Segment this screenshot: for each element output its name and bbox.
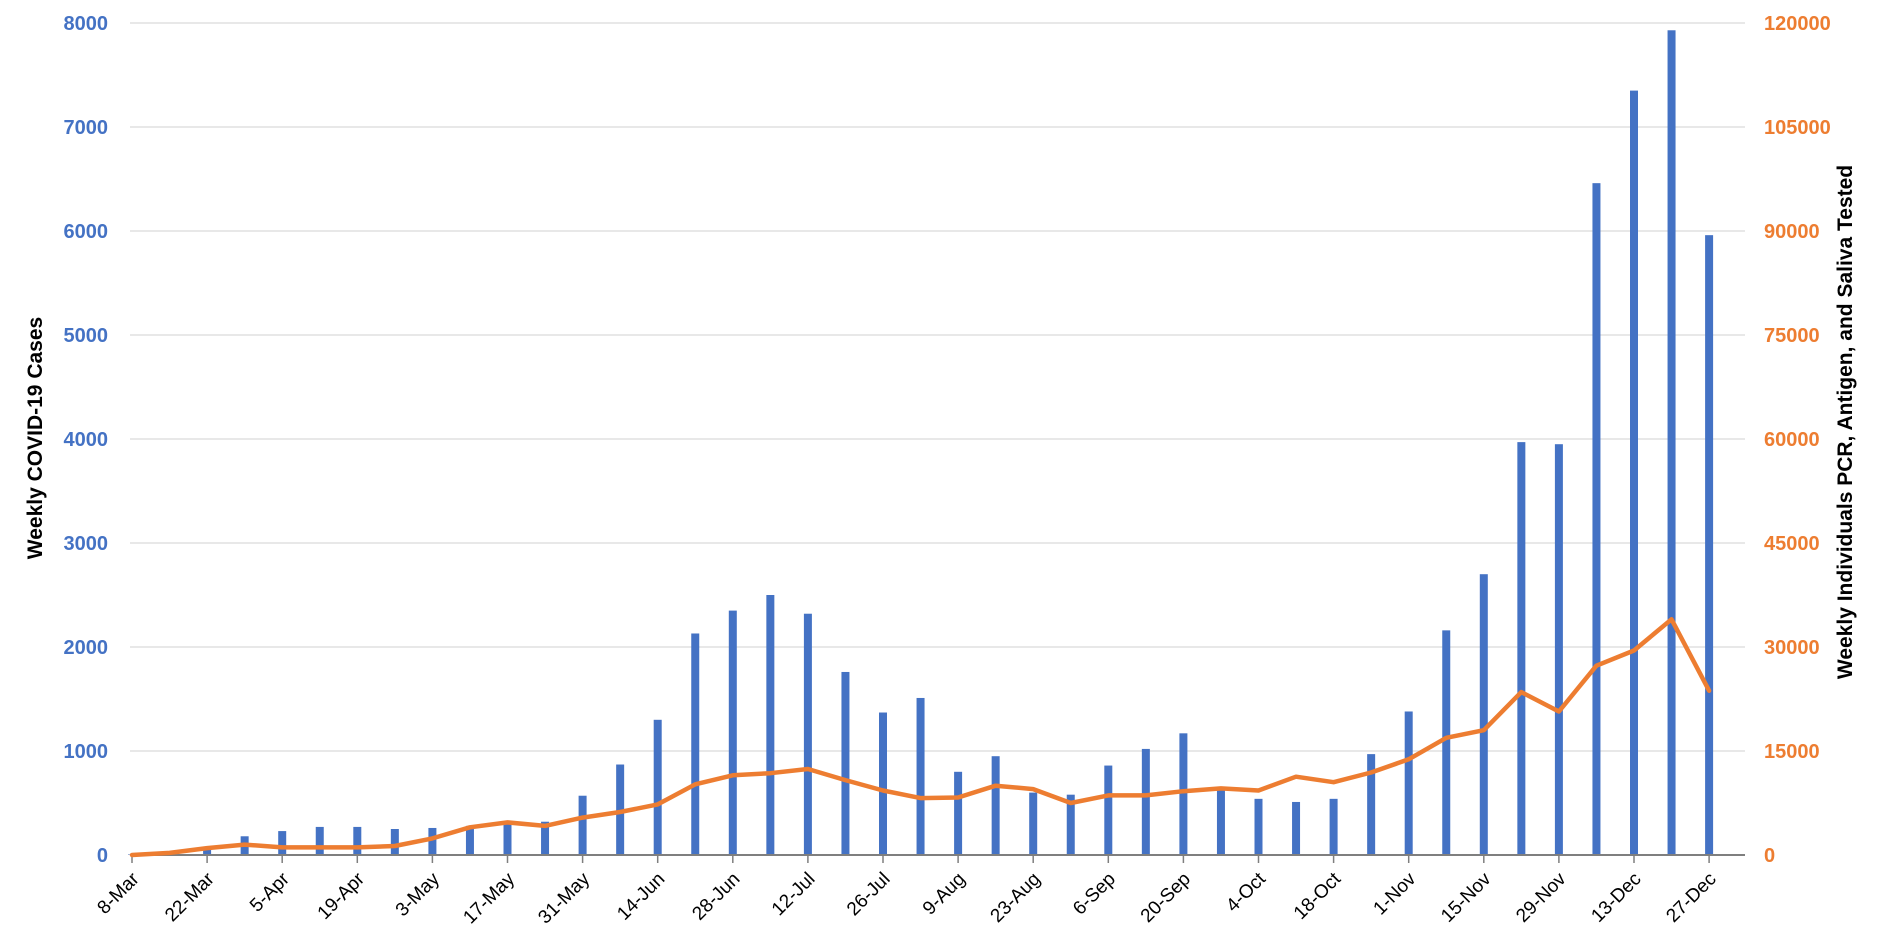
bar bbox=[353, 826, 362, 855]
bar bbox=[691, 633, 700, 855]
left-tick-label: 6000 bbox=[64, 221, 109, 243]
bar bbox=[503, 823, 512, 855]
left-axis-title: Weekly COVID-19 Cases bbox=[24, 317, 47, 559]
x-tick-label: 31-May bbox=[534, 868, 594, 928]
x-tick-label: 9-Aug bbox=[919, 869, 970, 920]
x-tick-label: 27-Dec bbox=[1662, 869, 1720, 927]
right-tick-label: 75000 bbox=[1764, 325, 1820, 347]
bar bbox=[879, 712, 887, 855]
right-tick-label: 60000 bbox=[1764, 429, 1820, 451]
bar bbox=[541, 821, 550, 855]
gridlines bbox=[130, 22, 1745, 752]
bar bbox=[428, 827, 437, 855]
right-tick-label: 45000 bbox=[1764, 533, 1820, 555]
left-tick-label: 2000 bbox=[64, 637, 109, 659]
bar bbox=[1705, 235, 1714, 855]
bar bbox=[1630, 90, 1638, 856]
bar bbox=[728, 610, 737, 855]
left-tick-label: 0 bbox=[97, 845, 108, 867]
x-axis-ticks: 8-Mar 22-Mar 5-Apr 19-Apr 3-May 17-May 31-May 1… bbox=[94, 868, 1721, 928]
left-axis-ticks: 0 1000 2000 3000 4000 5000 6000 7000 8000 bbox=[64, 13, 109, 867]
bar bbox=[1066, 794, 1075, 855]
bar bbox=[203, 847, 212, 855]
bar bbox=[991, 756, 1000, 855]
line-series bbox=[129, 617, 1712, 858]
bar bbox=[1329, 798, 1338, 855]
bar bbox=[278, 831, 287, 855]
right-tick-label: 90000 bbox=[1764, 221, 1820, 243]
bar bbox=[954, 771, 963, 855]
bar bbox=[578, 795, 587, 855]
bar bbox=[916, 697, 925, 855]
x-tick-label: 29-Nov bbox=[1512, 868, 1571, 927]
bar bbox=[1442, 630, 1451, 855]
bar bbox=[841, 671, 850, 855]
bar bbox=[465, 825, 474, 855]
bar bbox=[653, 719, 662, 855]
x-tick-label: 12-Jul bbox=[768, 869, 819, 920]
x-tick-label: 4-Oct bbox=[1222, 868, 1270, 916]
bar bbox=[1479, 574, 1488, 855]
left-tick-label: 1000 bbox=[64, 741, 109, 763]
bar bbox=[1104, 765, 1113, 855]
right-tick-label: 105000 bbox=[1764, 117, 1831, 139]
axes bbox=[130, 854, 1745, 863]
bar bbox=[766, 595, 775, 855]
left-tick-label: 3000 bbox=[64, 533, 109, 555]
bar bbox=[1667, 30, 1676, 855]
right-tick-label: 15000 bbox=[1764, 741, 1820, 763]
bar bbox=[1292, 801, 1301, 855]
x-tick-label: 17-May bbox=[459, 868, 519, 928]
x-tick-label: 1-Nov bbox=[1370, 868, 1421, 919]
x-tick-label: 18-Oct bbox=[1290, 868, 1346, 924]
bar bbox=[1254, 798, 1263, 855]
right-axis-title: Weekly Individuals PCR, Antigen, and Sal… bbox=[1834, 165, 1857, 679]
right-tick-label: 0 bbox=[1764, 845, 1775, 867]
right-axis-ticks: 0 15000 30000 45000 60000 75000 90000 105000 120… bbox=[1764, 13, 1831, 867]
tested-line bbox=[129, 617, 1712, 858]
bar bbox=[1404, 711, 1413, 855]
bar bbox=[1216, 788, 1225, 855]
x-tick-label: 19-Apr bbox=[314, 868, 370, 924]
x-tick-label: 8-Mar bbox=[94, 868, 144, 918]
bar bbox=[1554, 444, 1563, 855]
x-tick-label: 6-Sep bbox=[1069, 869, 1120, 920]
x-tick-label: 26-Jul bbox=[843, 869, 894, 920]
x-tick-label: 20-Sep bbox=[1137, 869, 1195, 927]
left-tick-label: 5000 bbox=[64, 325, 109, 347]
right-tick-label: 30000 bbox=[1764, 637, 1820, 659]
x-tick-label: 22-Mar bbox=[161, 868, 219, 926]
bar bbox=[1141, 748, 1150, 855]
bar bbox=[803, 613, 812, 855]
left-tick-label: 7000 bbox=[64, 117, 109, 139]
bar bbox=[1592, 183, 1601, 855]
bar bbox=[315, 826, 324, 855]
bar bbox=[1517, 442, 1526, 855]
x-tick-label: 15-Nov bbox=[1437, 868, 1496, 927]
x-tick-label: 5-Apr bbox=[246, 868, 294, 916]
bar bbox=[1029, 792, 1038, 855]
x-tick-label: 23-Aug bbox=[987, 869, 1045, 927]
left-tick-label: 8000 bbox=[64, 13, 109, 35]
bar bbox=[1179, 733, 1188, 855]
x-tick-label: 28-Jun bbox=[688, 869, 744, 925]
bar bbox=[1367, 754, 1376, 855]
right-tick-label: 120000 bbox=[1764, 13, 1831, 35]
x-tick-label: 13-Dec bbox=[1587, 869, 1645, 927]
bar bbox=[390, 829, 399, 855]
x-tick-label: 14-Jun bbox=[613, 869, 669, 925]
left-tick-label: 4000 bbox=[64, 429, 109, 451]
x-tick-label: 3-May bbox=[392, 868, 445, 921]
